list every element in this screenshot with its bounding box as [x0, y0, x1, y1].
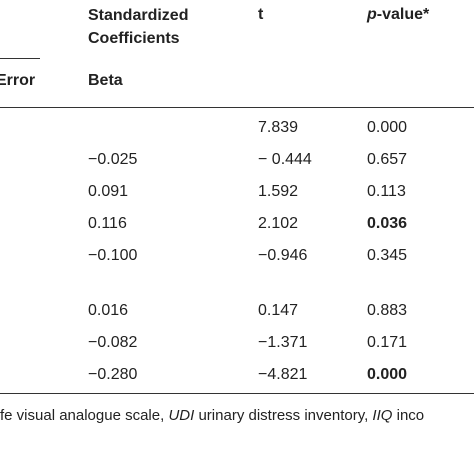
beta-cell: −0.280	[88, 366, 138, 383]
table-bottom-rule	[0, 393, 474, 394]
t-cell: −1.371	[258, 334, 308, 351]
p-rest: -value*	[376, 6, 430, 23]
footnote-part: IIQ	[372, 407, 393, 424]
column-subheader: Beta	[88, 72, 123, 89]
p-cell: 0.345	[367, 247, 408, 264]
p-cell: 0.036	[367, 215, 408, 232]
t-cell: −4.821	[258, 366, 308, 383]
header-rule	[0, 107, 474, 108]
t-cell: 2.102	[258, 215, 299, 232]
t-cell: − 0.444	[258, 151, 312, 168]
column-header: Standardized Coefficients	[88, 7, 189, 47]
p-cell: 0.113	[367, 183, 406, 200]
footnote-part: fe visual analogue scale,	[0, 407, 169, 424]
t-cell: 7.839	[258, 119, 299, 136]
footnote: fe visual analogue scale, UDI urinary di…	[0, 406, 424, 426]
header-rule	[0, 58, 40, 59]
beta-cell: 0.116	[88, 215, 127, 232]
beta-cell: −0.100	[88, 247, 138, 264]
p-cell: 0.657	[367, 151, 408, 168]
column-header: t	[258, 6, 264, 23]
p-cell: 0.883	[367, 302, 408, 319]
beta-cell: −0.025	[88, 151, 138, 168]
p-italic: p	[367, 6, 377, 23]
column-subheader: Error	[0, 72, 36, 89]
beta-cell: 0.091	[88, 183, 129, 200]
t-cell: −0.946	[258, 247, 308, 264]
footnote-part: inco	[392, 407, 425, 424]
p-cell: 0.000	[367, 119, 408, 136]
p-cell: 0.171	[367, 334, 408, 351]
beta-cell: −0.082	[88, 334, 138, 351]
t-cell: 0.147	[258, 302, 299, 319]
column-header: p-value*	[367, 5, 429, 25]
footnote-part: urinary distress inventory,	[194, 407, 373, 424]
beta-cell: 0.016	[88, 302, 129, 319]
p-cell: 0.000	[367, 366, 408, 383]
footnote-part: UDI	[168, 407, 195, 424]
t-cell: 1.592	[258, 183, 299, 200]
